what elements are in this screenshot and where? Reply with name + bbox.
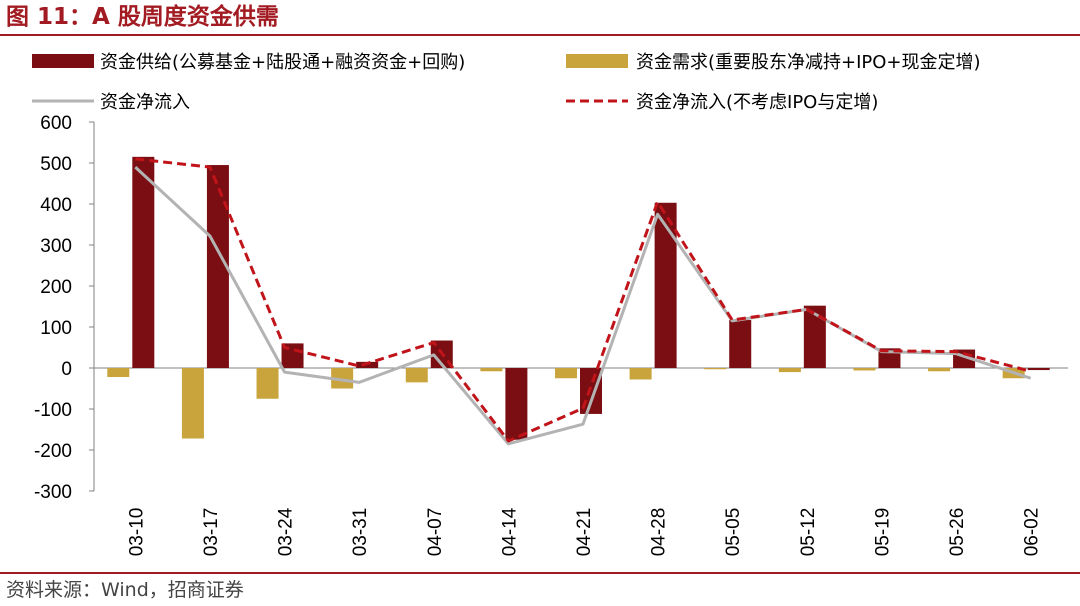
net-inflow-ex-line (135, 157, 1032, 443)
y-tick-label: 200 (40, 277, 72, 298)
demand-bar (778, 368, 801, 373)
legend-label: 资金需求(重要股东净减持+IPO+现金定增) (636, 52, 981, 73)
y-tick-label: -100 (34, 400, 72, 421)
y-tick-label: -300 (34, 482, 72, 503)
y-tick-label: 500 (40, 154, 72, 175)
demand-bar (853, 368, 876, 371)
demand-bar (405, 368, 428, 383)
x-tick-label: 05-05 (723, 508, 744, 557)
x-tick-label: 03-10 (126, 508, 147, 557)
figure-title: 图 11：A 股周度资金供需 (6, 4, 279, 30)
supply-bars (132, 156, 1050, 440)
demand-bar (107, 368, 130, 378)
supply-bar (1027, 368, 1050, 371)
x-tick-label: 05-12 (798, 508, 819, 557)
x-tick-label: 04-21 (574, 508, 595, 557)
demand-bar (928, 368, 951, 372)
supply-bar (505, 368, 528, 440)
y-tick-label: 600 (40, 113, 72, 134)
x-tick-label: 03-24 (276, 507, 297, 556)
y-tick-label: -200 (34, 441, 72, 462)
supply-bar (206, 165, 229, 368)
source-note: 资料来源：Wind，招商证券 (6, 579, 244, 601)
x-tick-label: 06-02 (1022, 508, 1043, 557)
legend-swatch (566, 54, 628, 68)
legend-swatch (32, 54, 94, 68)
supply-bar (803, 305, 826, 368)
source-rule (0, 572, 1080, 574)
supply-bar (729, 320, 752, 368)
x-tick-label: 03-31 (350, 508, 371, 557)
legend-label: 资金净流入 (100, 92, 190, 113)
y-tick-label: 300 (40, 236, 72, 257)
x-tick-label: 03-17 (201, 508, 222, 557)
x-tick-label: 05-26 (947, 508, 968, 557)
x-axis: 03-10 03-17 03-24 03-31 04-07 04-14 04-21 04-28… (94, 367, 1068, 557)
demand-bars (107, 368, 1025, 439)
legend: 资金供给(公募基金+陆股通+融资资金+回购) 资金需求(重要股东净减持+IPO+现… (32, 52, 981, 113)
y-tick-label: 0 (61, 359, 72, 380)
y-tick-label: 100 (40, 318, 72, 339)
x-tick-label: 04-07 (425, 508, 446, 557)
series-lines (134, 157, 1032, 446)
demand-bar (480, 368, 503, 372)
demand-bar (331, 368, 354, 389)
supply-bar (654, 202, 677, 368)
legend-label: 资金净流入(不考虑IPO与定增) (636, 92, 878, 113)
x-tick-label: 05-19 (872, 508, 893, 557)
x-tick-label: 04-28 (649, 508, 670, 557)
demand-bar (704, 368, 727, 370)
x-tick-label: 04-14 (499, 507, 520, 556)
demand-bar (181, 368, 204, 439)
title-rule (0, 34, 1080, 36)
supply-bar (132, 156, 155, 368)
legend-label: 资金供给(公募基金+陆股通+融资资金+回购) (100, 52, 465, 73)
demand-bar (555, 368, 577, 379)
y-tick-label: 400 (40, 195, 72, 216)
demand-bar (256, 368, 279, 399)
y-axis: 600 500 400 300 200 100 0 -100 -200 -300 (34, 113, 95, 503)
demand-bar (629, 368, 652, 380)
